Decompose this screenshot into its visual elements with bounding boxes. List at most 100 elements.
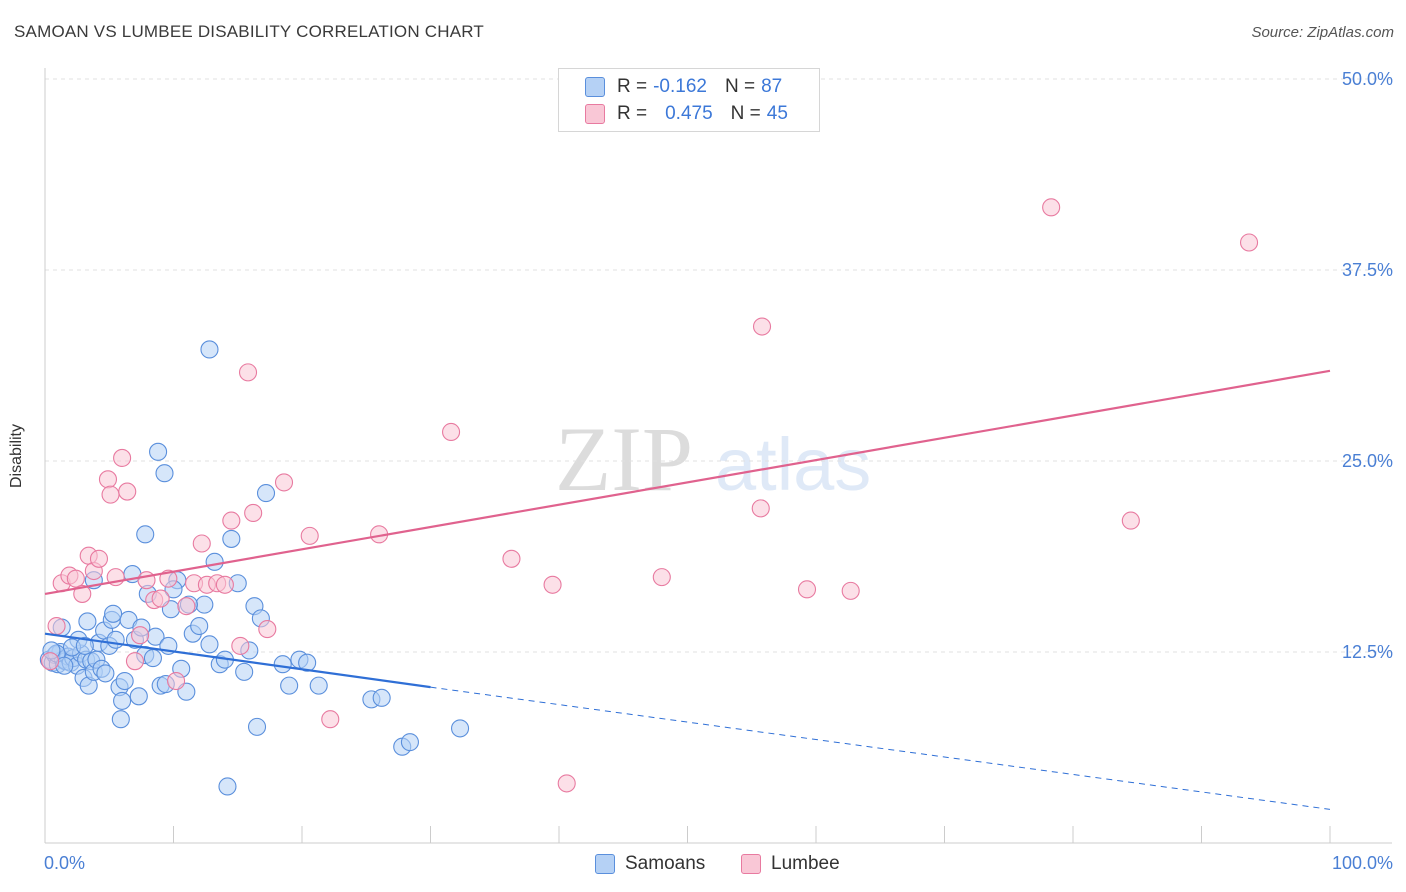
samoans-point [222, 529, 241, 548]
lumbee-point [101, 485, 120, 504]
samoans-trend-line [44, 632, 431, 689]
lumbee-point [215, 575, 234, 594]
lumbee-swatch-icon [585, 104, 605, 124]
lumbee-point [98, 470, 118, 489]
samoans-point [96, 664, 115, 683]
lumbee-point [73, 584, 92, 603]
samoans-point [111, 710, 130, 729]
lumbee-point [89, 549, 109, 568]
lumbee-point [244, 503, 263, 523]
lumbee-point [442, 422, 461, 442]
lumbee-point [131, 626, 150, 645]
bottom-legend-samoans[interactable]: Samoans [595, 852, 705, 876]
correlation-legend: R = -0.162 N = 87 R = 0.475 N = 45 [558, 68, 820, 132]
samoans-point [104, 604, 123, 623]
lumbee-point [502, 549, 521, 568]
lumbee-point [177, 597, 196, 616]
samoans-point [113, 691, 132, 710]
lumbee-point [652, 568, 671, 587]
samoans-point [218, 777, 237, 796]
samoans-swatch-icon [585, 77, 605, 97]
lumbee-point [557, 774, 576, 793]
samoans-point [372, 688, 391, 707]
lumbee-point [192, 534, 211, 553]
samoans-point [143, 649, 162, 668]
lumbee-point [1121, 511, 1140, 530]
samoans-point [205, 552, 224, 571]
samoans-point [256, 484, 276, 503]
lumbee-point [1239, 233, 1259, 252]
tick-labels: 12.5% 25.0% 37.5% 50.0% 0.0% 100.0% [44, 69, 1393, 873]
legend-row-lumbee: R = 0.475 N = 45 [585, 102, 788, 126]
samoans-point [200, 635, 219, 654]
lumbee-legend-label: Lumbee [771, 853, 840, 874]
samoans-point [129, 687, 148, 706]
samoans-point [190, 616, 209, 636]
lumbee-point [543, 575, 562, 594]
lumbee-point [797, 580, 817, 599]
samoans-legend-icon [595, 854, 615, 874]
lumbee-points [41, 198, 1259, 793]
lumbee-r-value: 0.475 [665, 103, 713, 124]
samoans-trend-extension [430, 686, 1331, 810]
lumbee-point [125, 652, 144, 671]
samoans-point [75, 636, 94, 655]
n-label: N = [730, 103, 761, 124]
legend-row-samoans: R = -0.162 N = 87 [585, 75, 782, 99]
lumbee-point [151, 589, 170, 608]
samoans-points [39, 340, 470, 796]
samoans-point [273, 655, 292, 674]
lumbee-point [167, 671, 186, 691]
samoans-point [106, 630, 125, 649]
samoans-point [247, 717, 267, 736]
lumbee-point [47, 616, 66, 636]
lumbee-point [41, 652, 60, 671]
samoans-point [200, 340, 219, 359]
samoans-point [280, 676, 299, 695]
samoans-point [136, 525, 155, 544]
axes [44, 68, 1392, 844]
lumbee-point [231, 636, 250, 655]
r-label: R = [617, 103, 648, 124]
samoans-point [298, 653, 317, 672]
samoans-legend-label: Samoans [625, 853, 706, 874]
samoans-point [149, 442, 168, 461]
chart-source: Source: ZipAtlas.com [1251, 24, 1394, 41]
samoans-point [155, 464, 174, 483]
lumbee-trend-line [44, 369, 1331, 596]
lumbee-point [841, 581, 860, 600]
lumbee-point [321, 710, 340, 729]
samoans-point [195, 595, 214, 614]
lumbee-point [1042, 198, 1061, 217]
samoans-point [309, 676, 328, 695]
lumbee-point [222, 511, 241, 530]
samoans-r-value: -0.162 [653, 76, 707, 97]
samoans-point [451, 719, 470, 738]
lumbee-point [66, 569, 85, 588]
lumbee-point [118, 482, 137, 501]
samoans-point [400, 733, 419, 752]
lumbee-point [159, 569, 178, 588]
lumbee-point [238, 363, 258, 382]
samoans-point [115, 671, 134, 691]
bottom-legend-lumbee[interactable]: Lumbee [741, 852, 840, 876]
lumbee-n-value: 45 [766, 103, 788, 124]
lumbee-legend-icon [741, 854, 761, 874]
x-tick-label: 0.0% [44, 853, 85, 873]
samoans-point [78, 612, 97, 631]
watermark-zip: ZIP [555, 408, 693, 510]
y-tick-label: 12.5% [1342, 642, 1393, 662]
x-tick-label: 100.0% [1332, 853, 1393, 873]
lumbee-point [274, 473, 294, 492]
samoans-point [235, 662, 254, 681]
lumbee-point [752, 317, 772, 336]
chart-title: SAMOAN VS LUMBEE DISABILITY CORRELATION … [14, 22, 484, 41]
lumbee-point [113, 448, 132, 467]
lumbee-point [258, 620, 277, 639]
lumbee-point [751, 499, 770, 518]
r-label: R = [617, 76, 648, 97]
samoans-n-value: 87 [761, 76, 783, 97]
n-label: N = [724, 76, 756, 97]
y-tick-label: 50.0% [1342, 69, 1393, 89]
